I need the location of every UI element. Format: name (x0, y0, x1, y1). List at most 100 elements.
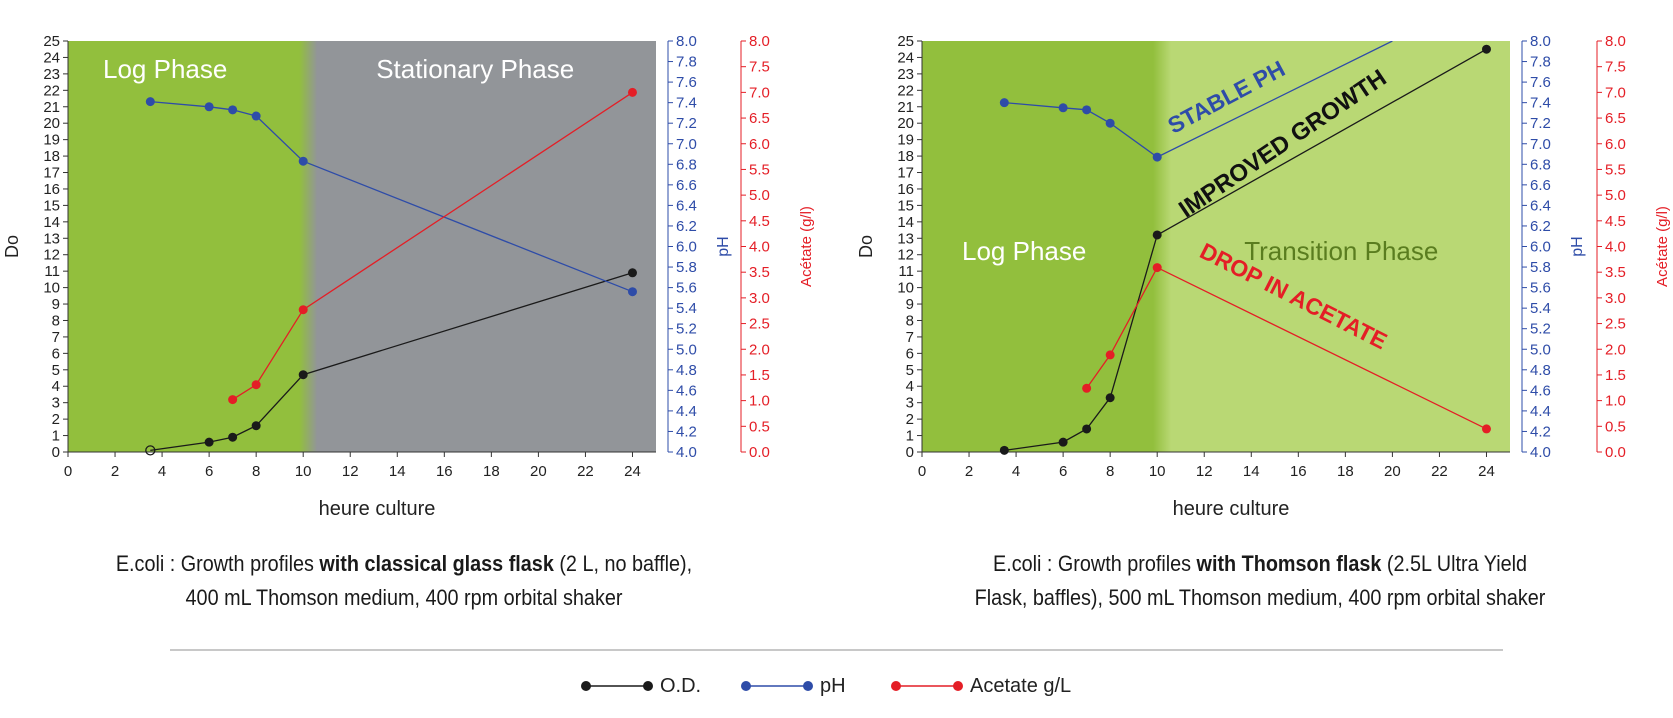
legend-label-ph: pH (820, 674, 846, 697)
y-tick-label-acetate: 6.5 (1605, 110, 1626, 127)
y-axis-label-left: Do (2, 235, 22, 258)
y-tick-label-ph: 7.4 (676, 95, 697, 112)
y-tick-label-acetate: 3.5 (749, 264, 770, 281)
x-tick-label: 14 (389, 463, 406, 480)
series-line-o-d (150, 272, 633, 452)
y-tick-label-ph: 6.6 (676, 177, 697, 194)
x-tick-label: 24 (624, 463, 641, 480)
data-point-o-d (999, 445, 1009, 455)
y-tick-label-ph: 8.0 (676, 33, 697, 50)
chart-2: Log Phase Transition Phase012345678910111… (856, 33, 1671, 520)
x-tick-label: 6 (1059, 463, 1067, 480)
caption-right-text-end: (2.5L Ultra Yield (1381, 551, 1528, 576)
y-tick-label-ph: 7.2 (676, 115, 697, 132)
y-tick-label-left: 10 (43, 280, 60, 297)
y-tick-label-ph: 4.8 (676, 362, 697, 379)
phase-region-2-a (922, 41, 1158, 452)
y-tick-label-ph: 7.8 (1530, 54, 1551, 71)
x-tick-label: 4 (1012, 463, 1020, 480)
y-tick-label-acetate: 3.0 (1605, 290, 1626, 307)
y-tick-label-left: 8 (52, 312, 60, 329)
data-point-o-d (1082, 424, 1092, 434)
x-tick-label: 20 (1384, 463, 1401, 480)
data-point-o-d (145, 445, 156, 456)
y-tick-label-acetate: 8.0 (749, 33, 770, 50)
data-point-acetate-g-l (251, 380, 261, 390)
y-tick-label-left: 25 (897, 33, 914, 50)
y-tick-label-acetate: 7.5 (749, 59, 770, 76)
y-tick-label-ph: 5.6 (676, 280, 697, 297)
y-tick-label-left: 4 (906, 378, 914, 395)
data-point-o-d (204, 437, 214, 447)
y-tick-label-left: 6 (52, 345, 60, 362)
y-tick-label-acetate: 4.5 (1605, 213, 1626, 230)
x-tick-label: 18 (483, 463, 500, 480)
x-tick-label: 12 (342, 463, 359, 480)
x-tick-label: 8 (252, 463, 260, 480)
y-tick-label-left: 12 (897, 247, 914, 264)
y-tick-label-acetate: 0.5 (1605, 418, 1626, 435)
y-tick-label-ph: 5.2 (676, 321, 697, 338)
series-line-acetate-g-l (232, 91, 633, 401)
data-point-o-d (298, 370, 308, 380)
y-tick-label-acetate: 7.5 (1605, 59, 1626, 76)
caption-left-bold: with classical glass flask (319, 551, 554, 576)
y-tick-label-ph: 6.2 (676, 218, 697, 235)
y-tick-label-ph: 4.4 (1530, 403, 1551, 420)
y-tick-label-left: 23 (43, 66, 60, 83)
x-tick-label: 6 (205, 463, 213, 480)
y-tick-label-acetate: 5.0 (749, 187, 770, 204)
y-tick-label-left: 22 (897, 82, 914, 99)
data-point-ph (627, 287, 637, 297)
y-tick-label-acetate: 1.5 (749, 367, 770, 384)
y-tick-label-left: 7 (906, 329, 914, 346)
y-tick-label-acetate: 2.0 (749, 341, 770, 358)
chart-caption-right: E.coli : Growth profiles with Thomson fl… (936, 547, 1584, 615)
y-tick-label-ph: 7.6 (1530, 74, 1551, 91)
y-axis-label-acetate: Acétate (g/l) (1654, 206, 1671, 287)
phase-region-1-a (68, 41, 304, 452)
data-point-ph (251, 111, 261, 121)
legend-item-od: O.D. (580, 668, 701, 704)
data-point-acetate-g-l (1082, 383, 1092, 393)
x-tick-label: 2 (111, 463, 119, 480)
y-tick-label-left: 15 (43, 197, 60, 214)
y-tick-label-acetate: 6.0 (749, 136, 770, 153)
y-tick-label-acetate: 0.0 (1605, 444, 1626, 461)
y-tick-label-left: 0 (52, 444, 60, 461)
phase-label: Transition Phase (1244, 236, 1438, 266)
caption-left-text-end: (2 L, no baffle), (553, 551, 693, 576)
y-tick-label-left: 18 (43, 148, 60, 165)
data-point-ph (298, 156, 308, 166)
caption-right-line2: Flask, baffles), 500 mL Thomson medium, … (974, 585, 1546, 610)
y-tick-label-ph: 4.4 (676, 403, 697, 420)
caption-right-bold: with Thomson flask (1196, 551, 1382, 576)
data-point-ph (1105, 118, 1115, 128)
data-point-o-d (627, 268, 637, 278)
y-tick-label-acetate: 3.0 (749, 290, 770, 307)
y-tick-label-acetate: 3.5 (1605, 264, 1626, 281)
data-point-o-d (1481, 44, 1491, 54)
y-tick-label-left: 16 (43, 181, 60, 198)
y-tick-label-ph: 6.4 (1530, 197, 1551, 214)
y-tick-label-acetate: 2.0 (1605, 341, 1626, 358)
caption-right-line1: E.coli : Growth profiles with Thomson fl… (936, 547, 1584, 581)
y-tick-label-left: 6 (906, 345, 914, 362)
y-axis-label-ph: pH (715, 236, 732, 256)
x-tick-label: 2 (965, 463, 973, 480)
y-tick-label-acetate: 2.5 (749, 316, 770, 333)
x-tick-label: 16 (436, 463, 453, 480)
y-tick-label-left: 23 (897, 66, 914, 83)
caption-right-text: E.coli : Growth profiles (992, 551, 1197, 576)
y-tick-label-ph: 4.6 (1530, 382, 1551, 399)
y-tick-label-left: 16 (897, 181, 914, 198)
y-tick-label-ph: 4.0 (1530, 444, 1551, 461)
x-tick-label: 22 (577, 463, 594, 480)
data-point-acetate-g-l (1152, 263, 1162, 273)
y-tick-label-left: 21 (897, 99, 914, 116)
y-tick-label-acetate: 5.5 (749, 161, 770, 178)
legend-item-ph: pH (740, 668, 846, 704)
y-tick-label-left: 18 (897, 148, 914, 165)
y-tick-label-ph: 4.8 (1530, 362, 1551, 379)
y-tick-label-left: 11 (44, 263, 60, 280)
